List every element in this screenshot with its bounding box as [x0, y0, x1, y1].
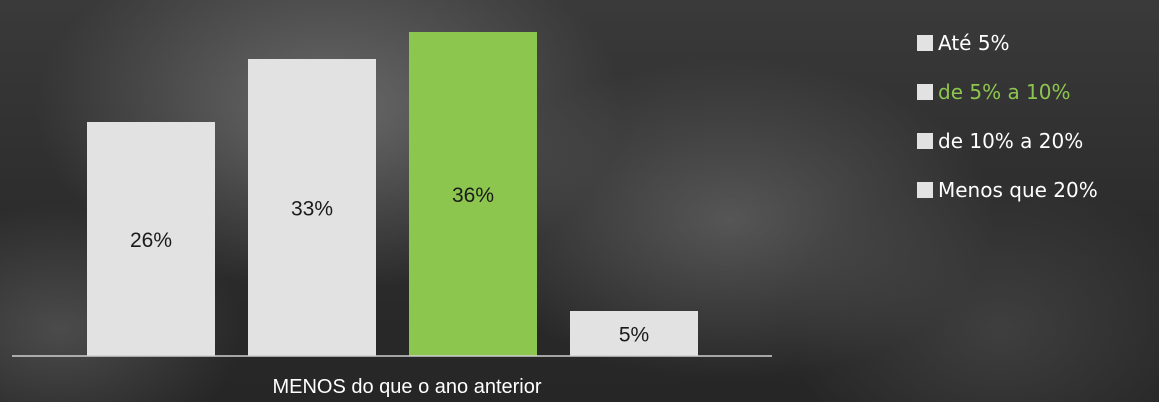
legend-label: Até 5% — [938, 31, 1010, 55]
legend-swatch — [917, 84, 933, 100]
bar-value-label-1: 26% — [130, 229, 172, 252]
legend-swatch — [917, 182, 933, 198]
bar-2 — [248, 59, 376, 356]
x-axis-label: MENOS do que o ano anterior — [272, 376, 541, 398]
legend-item-10-a-20: de 10% a 20% — [917, 128, 1098, 154]
legend-item-menos-que-20: Menos que 20% — [917, 177, 1098, 203]
legend-label: de 5% a 10% — [938, 80, 1071, 104]
legend-item-5-a-10: de 5% a 10% — [917, 79, 1098, 105]
bar-4 — [570, 311, 698, 356]
bar-value-label-2: 33% — [291, 198, 333, 221]
bar-1 — [87, 122, 215, 356]
bar-3 — [409, 32, 537, 356]
chart-legend: Até 5% de 5% a 10% de 10% a 20% Menos qu… — [917, 30, 1098, 226]
legend-swatch — [917, 133, 933, 149]
legend-swatch — [917, 35, 933, 51]
legend-label: de 10% a 20% — [938, 129, 1084, 153]
legend-item-ate-5: Até 5% — [917, 30, 1098, 56]
bar-value-label-3: 36% — [452, 184, 494, 207]
legend-label: Menos que 20% — [938, 178, 1098, 202]
bar-value-label-4: 5% — [619, 324, 649, 347]
